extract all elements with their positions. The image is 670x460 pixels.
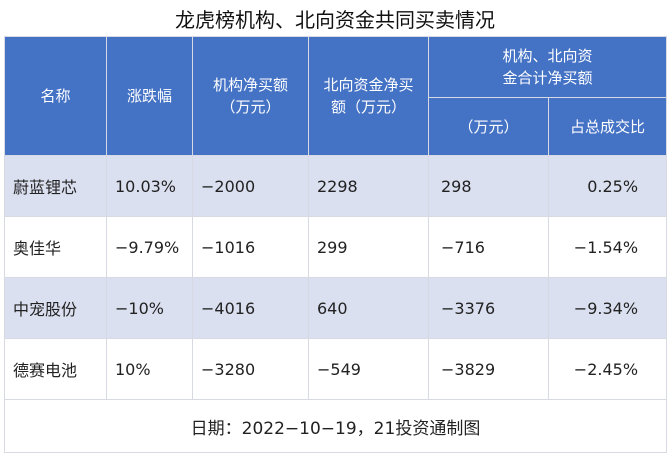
cell-change: 10% <box>106 338 193 400</box>
cell-combined: −3829 <box>428 338 549 400</box>
cell-change: −10% <box>106 277 193 339</box>
footer-credit: 日期：2022−10−19，21投资通制图 <box>3 399 668 453</box>
cell-name: 奥佳华 <box>4 216 107 278</box>
header-name: 名称 <box>4 36 107 156</box>
header-inst: 机构净买额（万元） <box>192 36 309 156</box>
cell-name: 蔚蓝锂芯 <box>4 155 107 217</box>
cell-ratio: 0.25% <box>547 155 668 217</box>
table-row: 奥佳华 −9.79% −1016 299 −716 −1.54% <box>4 216 668 278</box>
table-row: 中宠股份 −10% −4016 640 −3376 −9.34% <box>4 277 668 339</box>
cell-name: 德赛电池 <box>4 338 107 400</box>
cell-change: −9.79% <box>106 216 193 278</box>
cell-ratio: −9.34% <box>547 277 668 339</box>
cell-inst: −2000 <box>192 155 309 217</box>
cell-change: 10.03% <box>106 155 193 217</box>
table-row: 德赛电池 10% −3280 −549 −3829 −2.45% <box>4 338 668 400</box>
cell-inst: −3280 <box>192 338 309 400</box>
data-table: 名称 涨跌幅 机构净买额（万元） 北向资金净买额（万元） 机构、北向资金合计净买… <box>3 36 668 453</box>
cell-north: −549 <box>308 338 429 400</box>
header-combined-wan: （万元） <box>428 97 549 156</box>
cell-combined: −3376 <box>428 277 549 339</box>
cell-name: 中宠股份 <box>4 277 107 339</box>
table-row: 蔚蓝锂芯 10.03% −2000 2298 298 0.25% <box>4 155 668 217</box>
cell-north: 640 <box>308 277 429 339</box>
cell-inst: −1016 <box>192 216 309 278</box>
cell-combined: −716 <box>428 216 549 278</box>
cell-north: 299 <box>308 216 429 278</box>
page-title: 龙虎榜机构、北向资金共同买卖情况 <box>175 7 495 32</box>
header-north: 北向资金净买额（万元） <box>308 36 429 156</box>
cell-ratio: −2.45% <box>547 338 668 400</box>
cell-inst: −4016 <box>192 277 309 339</box>
cell-north: 2298 <box>308 155 429 217</box>
cell-ratio: −1.54% <box>547 216 668 278</box>
header-combined-group: 机构、北向资金合计净买额 <box>427 36 668 98</box>
header-change: 涨跌幅 <box>106 36 193 156</box>
cell-combined: 298 <box>428 155 549 217</box>
header-combined-ratio: 占总成交比 <box>547 97 668 156</box>
